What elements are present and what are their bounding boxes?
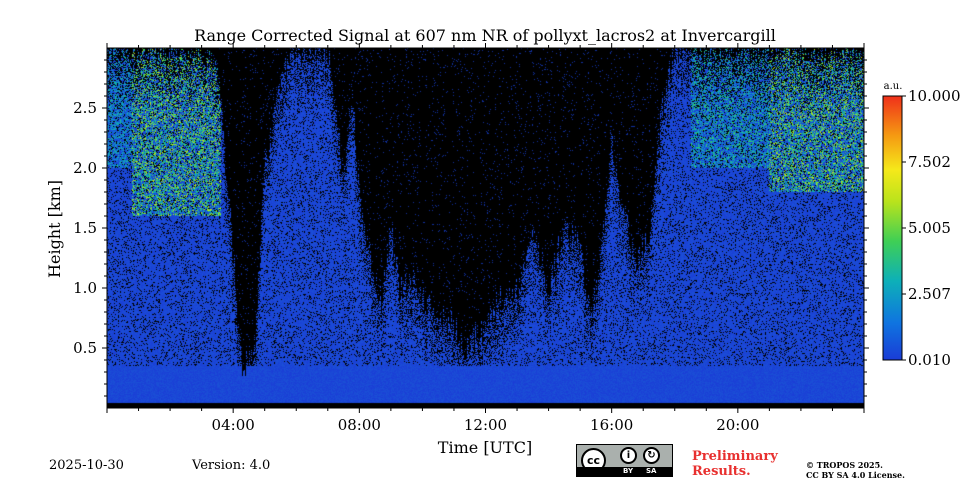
- copyright-line-2: CC BY SA 4.0 License.: [806, 470, 905, 480]
- colorbar-axis: 0.010 2.507 5.005 7.502 10.000: [902, 87, 960, 369]
- colorbar-unit: a.u.: [884, 81, 903, 92]
- x-tick-label: 08:00: [338, 416, 381, 434]
- y-tick-label: 0.5: [73, 339, 97, 357]
- copyright-line-1: © TROPOS 2025.: [806, 460, 883, 470]
- version-label: Version: 4.0: [192, 458, 271, 473]
- x-tick-label: 20:00: [716, 416, 759, 434]
- y-tick-label: 2.5: [73, 99, 97, 117]
- x-tick-label: 04:00: [212, 416, 255, 434]
- preliminary-line-2: Results.: [692, 464, 751, 479]
- x-axis: 04:00 08:00 12:00 16:00 20:00: [106, 43, 865, 434]
- share-alike-icon: ↻: [643, 447, 660, 464]
- cc-license-badge: cc i ↻ BY SA: [576, 444, 673, 477]
- copyright: © TROPOS 2025. CC BY SA 4.0 License.: [806, 460, 905, 480]
- y-tick-label: 2.0: [73, 159, 97, 177]
- x-tick-label: 16:00: [590, 416, 633, 434]
- colorbar-tick-label: 7.502: [908, 153, 951, 171]
- colorbar-tick-label: 0.010: [908, 351, 951, 369]
- y-tick-label: 1.0: [73, 279, 97, 297]
- x-tick-label: 12:00: [464, 416, 507, 434]
- badge-sa: SA: [646, 467, 657, 475]
- colorbar-tick-label: 5.005: [908, 219, 951, 237]
- badge-by: BY: [623, 467, 634, 475]
- y-axis-label: Height [km]: [45, 180, 64, 278]
- date-label: 2025-10-30: [49, 458, 124, 473]
- colorbar: [882, 95, 903, 361]
- x-axis-label: Time [UTC]: [438, 438, 532, 457]
- y-axis: 0.5 1.0 1.5 2.0 2.5: [73, 59, 869, 397]
- preliminary-line-1: Preliminary: [692, 449, 778, 464]
- chart-title: Range Corrected Signal at 607 nm NR of p…: [194, 26, 776, 45]
- preliminary-results: Preliminary Results.: [692, 449, 778, 479]
- colorbar-tick-label: 10.000: [908, 87, 960, 105]
- y-tick-label: 1.5: [73, 219, 97, 237]
- colorbar-tick-label: 2.507: [908, 285, 951, 303]
- badge-bar: [577, 467, 672, 476]
- signal-heatmap: [107, 48, 864, 408]
- attribution-person-icon: i: [620, 447, 637, 464]
